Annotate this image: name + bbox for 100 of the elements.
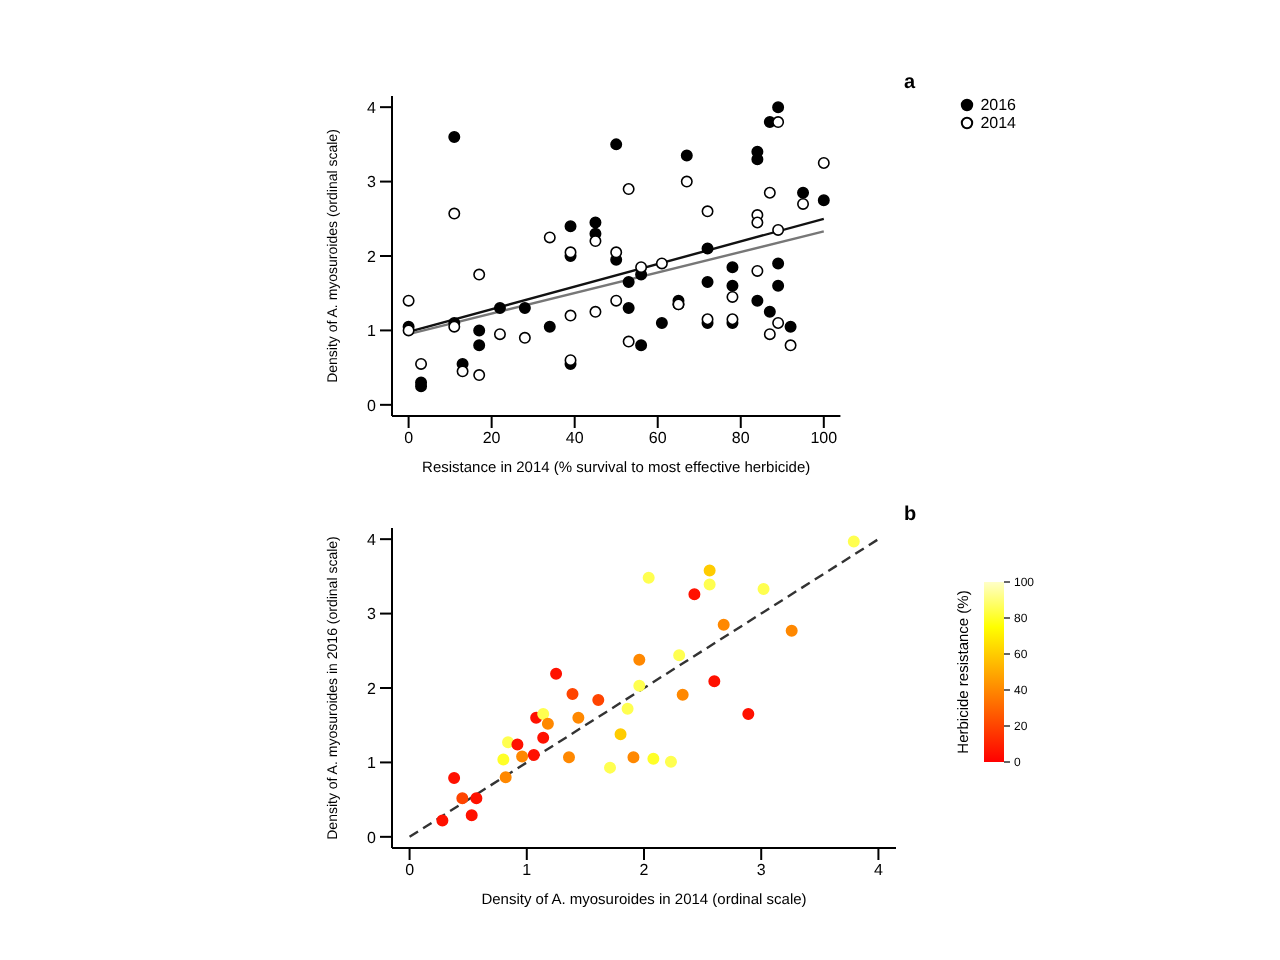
point bbox=[701, 205, 714, 218]
y-tick-label: 2 bbox=[367, 247, 378, 266]
point bbox=[772, 257, 785, 270]
x-tick-label: 40 bbox=[565, 429, 585, 448]
point bbox=[701, 276, 714, 289]
point bbox=[527, 748, 540, 761]
point bbox=[610, 138, 623, 151]
point bbox=[751, 294, 764, 307]
point bbox=[763, 305, 776, 318]
point bbox=[726, 261, 739, 274]
point bbox=[742, 708, 755, 721]
point bbox=[473, 369, 486, 382]
point bbox=[562, 751, 575, 764]
point bbox=[701, 242, 714, 255]
point bbox=[647, 752, 660, 765]
point bbox=[456, 792, 469, 805]
text: b bbox=[904, 504, 917, 526]
point bbox=[564, 220, 577, 233]
point bbox=[518, 331, 531, 344]
legend-label: 2016 bbox=[980, 96, 1016, 114]
x-tick-label: 100 bbox=[810, 429, 839, 448]
point bbox=[708, 675, 721, 688]
point bbox=[622, 183, 635, 196]
point bbox=[797, 197, 810, 210]
point bbox=[470, 792, 483, 805]
point bbox=[543, 231, 556, 244]
point bbox=[655, 257, 668, 270]
point bbox=[757, 583, 770, 596]
y-tick-label: 2 bbox=[367, 679, 378, 698]
point bbox=[502, 736, 515, 749]
point bbox=[680, 175, 693, 188]
point bbox=[664, 755, 677, 768]
point bbox=[817, 194, 830, 207]
point bbox=[847, 535, 860, 548]
x-tick-label: 2 bbox=[639, 861, 650, 880]
point bbox=[772, 223, 785, 236]
point bbox=[541, 717, 554, 730]
point bbox=[635, 339, 648, 352]
y-tick-label: 0 bbox=[367, 828, 378, 847]
point bbox=[614, 728, 627, 741]
point bbox=[589, 235, 602, 248]
point bbox=[473, 339, 486, 352]
point bbox=[493, 302, 506, 315]
point bbox=[550, 667, 563, 680]
point bbox=[622, 302, 635, 315]
point bbox=[473, 268, 486, 281]
y-tick-label: 1 bbox=[367, 754, 378, 773]
point bbox=[516, 750, 529, 763]
point bbox=[817, 156, 830, 169]
point bbox=[784, 320, 797, 333]
point bbox=[633, 653, 646, 666]
point bbox=[785, 624, 798, 637]
point bbox=[448, 207, 461, 220]
point bbox=[751, 264, 764, 277]
point bbox=[673, 649, 686, 662]
point bbox=[784, 339, 797, 352]
x-tick-label: 0 bbox=[404, 429, 415, 448]
x-tick-label: 0 bbox=[405, 861, 416, 880]
point bbox=[537, 731, 550, 744]
point bbox=[543, 320, 556, 333]
point bbox=[772, 316, 785, 329]
point bbox=[703, 564, 716, 577]
x-tick-label: 3 bbox=[756, 861, 767, 880]
point bbox=[499, 771, 512, 784]
point bbox=[751, 216, 764, 229]
point bbox=[680, 149, 693, 162]
point bbox=[415, 357, 428, 370]
text: a bbox=[904, 72, 916, 94]
point bbox=[717, 618, 730, 631]
x-tick-label: 80 bbox=[731, 429, 751, 448]
point bbox=[772, 279, 785, 292]
point bbox=[622, 335, 635, 348]
point bbox=[622, 276, 635, 289]
point bbox=[633, 679, 646, 692]
y-tick-label: 3 bbox=[367, 173, 378, 192]
point bbox=[642, 571, 655, 584]
point bbox=[448, 130, 461, 143]
point bbox=[402, 294, 415, 307]
point bbox=[592, 693, 605, 706]
point bbox=[772, 116, 785, 129]
point bbox=[688, 588, 701, 601]
x-tick-label: 1 bbox=[522, 861, 533, 880]
point bbox=[566, 687, 579, 700]
point bbox=[518, 302, 531, 315]
point bbox=[610, 294, 623, 307]
point bbox=[537, 708, 550, 721]
point bbox=[627, 751, 640, 764]
point bbox=[589, 216, 602, 229]
point bbox=[763, 186, 776, 199]
point bbox=[511, 738, 524, 751]
point bbox=[676, 688, 689, 701]
point bbox=[610, 246, 623, 259]
point bbox=[655, 316, 668, 329]
point bbox=[564, 309, 577, 322]
point bbox=[436, 814, 449, 827]
y-tick-label: 1 bbox=[367, 322, 378, 341]
point bbox=[589, 305, 602, 318]
y-tick-label: 4 bbox=[367, 530, 378, 549]
point bbox=[772, 101, 785, 114]
legend-label: 2014 bbox=[980, 114, 1016, 132]
